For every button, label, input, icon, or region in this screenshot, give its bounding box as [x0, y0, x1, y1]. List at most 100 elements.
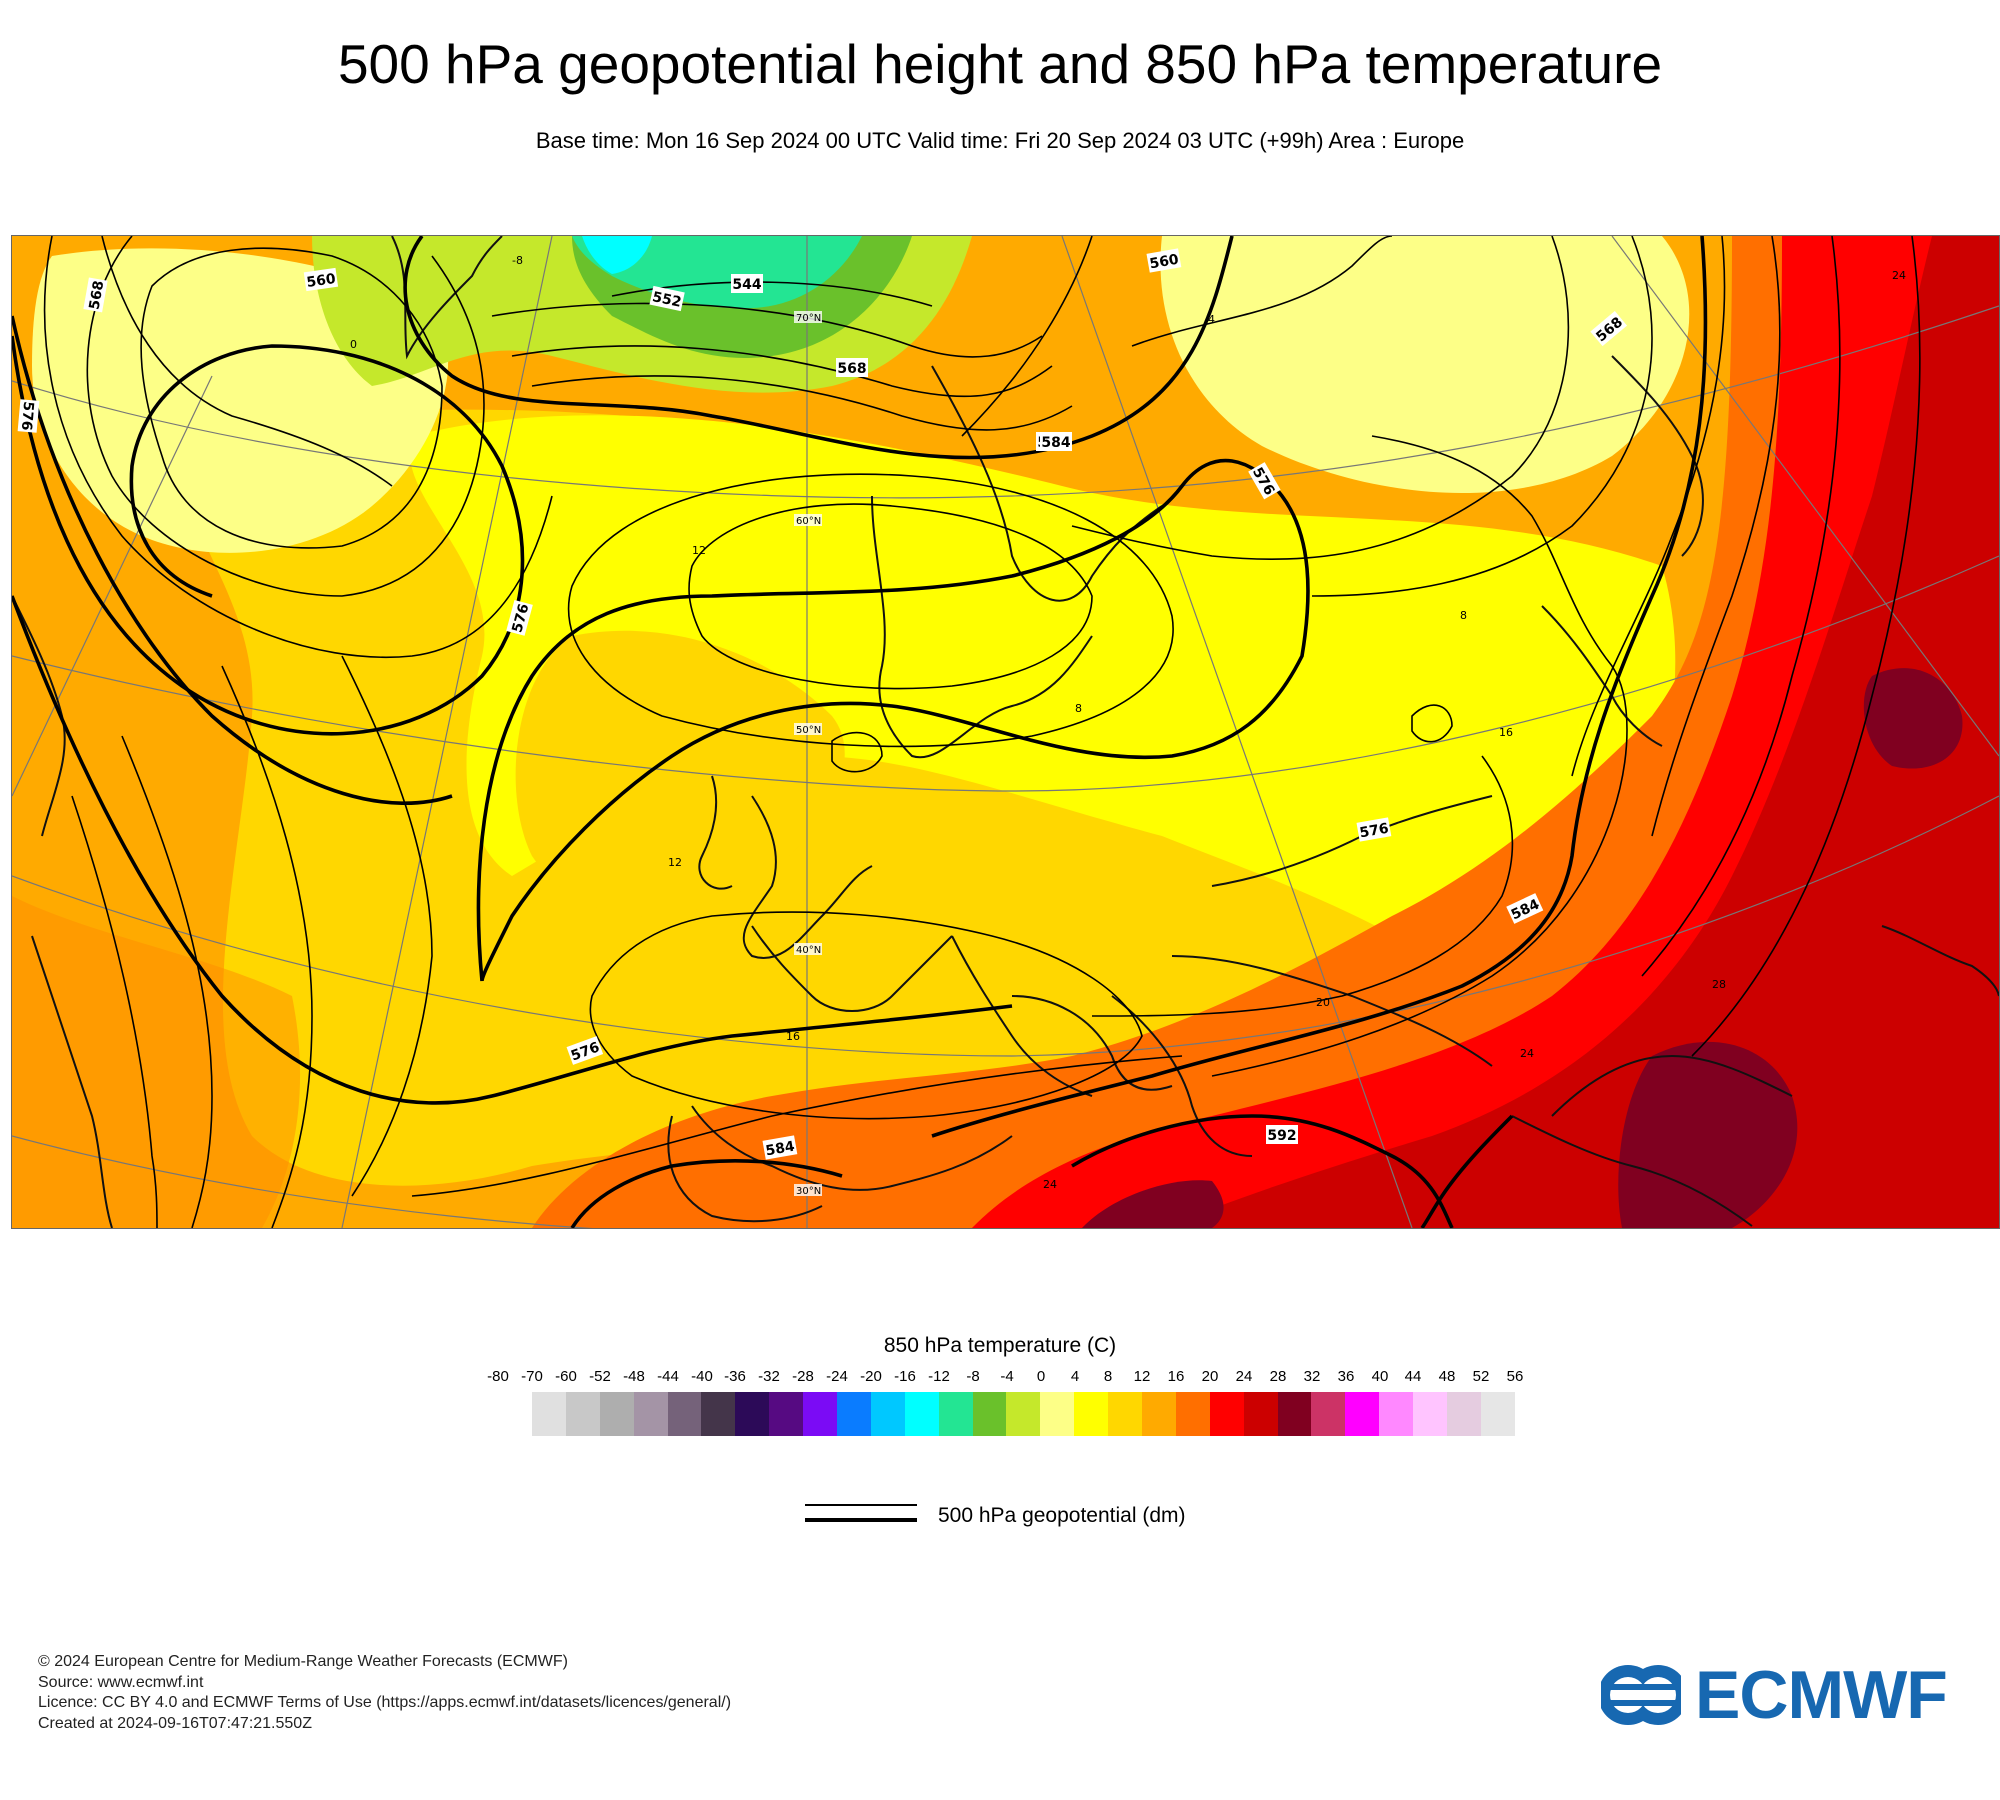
colorbar-swatch	[1243, 1392, 1278, 1436]
colorbar-tick: -80	[487, 1368, 509, 1385]
svg-text:0: 0	[350, 338, 357, 351]
colorbar-swatch	[938, 1392, 973, 1436]
svg-text:24: 24	[1043, 1178, 1057, 1191]
colorbar-swatch	[972, 1392, 1007, 1436]
temp-zone-yellow	[409, 415, 1676, 1016]
colorbar-tick: -70	[521, 1368, 543, 1385]
colorbar-tick: 56	[1506, 1368, 1524, 1385]
svg-text:568: 568	[87, 279, 108, 311]
temp-zone-darkred	[1162, 236, 1999, 1228]
colorbar-swatch	[1311, 1392, 1346, 1436]
svg-text:16: 16	[786, 1030, 800, 1043]
svg-text:576: 576	[1358, 821, 1390, 842]
colorbar-swatch	[1074, 1392, 1109, 1436]
colorbar-tick: 20	[1201, 1368, 1219, 1385]
colorbar-swatch	[1040, 1392, 1075, 1436]
colorbar-swatch	[904, 1392, 939, 1436]
svg-text:30°N: 30°N	[796, 1186, 821, 1197]
temp-zone-maroon-south	[1082, 1180, 1224, 1228]
geopotential-legend-label: 500 hPa geopotential (dm)	[938, 1504, 1186, 1527]
temp-zone-maroon-east	[1863, 668, 1963, 769]
colorbar-swatch	[1345, 1392, 1380, 1436]
colorbar-swatch	[735, 1392, 770, 1436]
svg-text:24: 24	[1892, 269, 1906, 282]
colorbar-swatch	[667, 1392, 702, 1436]
colorbar-tick: -52	[589, 1368, 611, 1385]
colorbar-tick: -32	[758, 1368, 780, 1385]
svg-text:560: 560	[1148, 252, 1180, 273]
colorbar-swatch	[633, 1392, 668, 1436]
colorbar-swatch	[1175, 1392, 1210, 1436]
svg-text:20: 20	[1316, 996, 1330, 1009]
footer-credits: © 2024 European Centre for Medium-Range …	[38, 1652, 731, 1734]
colorbar-tick: 52	[1472, 1368, 1490, 1385]
colorbar-tick: 8	[1103, 1368, 1113, 1385]
colorbar-tick: 4	[1070, 1368, 1080, 1385]
weather-map[interactable]: 560 544 552 560 568 568 568 568 576 576 …	[11, 235, 2000, 1229]
svg-text:584: 584	[764, 1139, 796, 1160]
colorbar-tick: 32	[1303, 1368, 1321, 1385]
colorbar-tick: 24	[1235, 1368, 1253, 1385]
svg-text:12: 12	[692, 544, 706, 557]
contour-labels: 560 544 552 560 568 568 568 568 576 576 …	[17, 248, 1628, 1160]
colorbar-tick: -24	[826, 1368, 848, 1385]
colorbar-swatch	[565, 1392, 600, 1436]
svg-text:12: 12	[668, 856, 682, 869]
created-text: Created at 2024-09-16T07:47:21.550Z	[38, 1714, 312, 1732]
svg-text:16: 16	[1499, 726, 1513, 739]
colorbar-tick: 28	[1269, 1368, 1287, 1385]
temp-zone-teal	[572, 236, 862, 309]
svg-text:24: 24	[1520, 1047, 1534, 1060]
svg-text:568: 568	[837, 361, 866, 377]
colorbar-swatch	[1447, 1392, 1481, 1436]
colorbar-tick: -20	[860, 1368, 882, 1385]
temperature-labels: 0 4 8 8 12 12 16 16 20 24 24 24 28 -8	[350, 254, 1906, 1191]
svg-text:8: 8	[1075, 702, 1082, 715]
source-text: Source: www.ecmwf.int	[38, 1673, 204, 1691]
graticule-labels: 70°N 60°N 50°N 40°N 30°N	[794, 311, 822, 1197]
colorbar-tick: 36	[1337, 1368, 1355, 1385]
colorbar-swatch	[1006, 1392, 1041, 1436]
colorbar-tick: 16	[1167, 1368, 1185, 1385]
colorbar-swatch	[701, 1392, 736, 1436]
colorbar-tick: 48	[1438, 1368, 1456, 1385]
colorbar-swatch	[870, 1392, 905, 1436]
chart-subtitle: Base time: Mon 16 Sep 2024 00 UTC Valid …	[535, 128, 1465, 153]
svg-text:584: 584	[1041, 435, 1070, 451]
colorbar-swatch	[1480, 1392, 1515, 1436]
colorbar-tick: 12	[1133, 1368, 1151, 1385]
temp-zone-gold-inner	[515, 630, 845, 917]
temp-zone-maroon-southeast	[1618, 1041, 1798, 1228]
ecmwf-logo[interactable]: ECMWF	[1595, 1657, 1967, 1733]
colorbar-tick: -28	[792, 1368, 814, 1385]
colorbar-swatch	[769, 1392, 804, 1436]
svg-text:4: 4	[1208, 313, 1215, 326]
temperature-colorbar	[532, 1392, 1515, 1436]
colorbar-tick: -40	[691, 1368, 713, 1385]
svg-text:552: 552	[651, 289, 683, 311]
colorbar-swatch	[1142, 1392, 1176, 1436]
temp-zone-cyan	[582, 236, 652, 274]
geopotential-line-sample	[805, 1500, 917, 1526]
colorbar-tick: 44	[1404, 1368, 1422, 1385]
svg-text:50°N: 50°N	[796, 725, 821, 736]
colorbar-swatch	[1277, 1392, 1312, 1436]
colorbar-swatch	[1379, 1392, 1414, 1436]
colorbar-tick: -8	[966, 1368, 980, 1385]
svg-text:-8: -8	[512, 254, 523, 267]
colorbar-swatch	[1413, 1392, 1448, 1436]
temperature-legend-title: 850 hPa temperature (C)	[883, 1334, 1117, 1357]
svg-text:60°N: 60°N	[796, 516, 821, 527]
svg-text:8: 8	[1460, 609, 1467, 622]
colorbar-tick: 0	[1036, 1368, 1046, 1385]
colorbar-tick: -44	[657, 1368, 679, 1385]
licence-text: Licence: CC BY 4.0 and ECMWF Terms of Us…	[38, 1694, 732, 1711]
svg-text:28: 28	[1712, 978, 1726, 991]
colorbar-swatch	[803, 1392, 838, 1436]
svg-text:544: 544	[732, 277, 761, 293]
colorbar-tick: 40	[1371, 1368, 1389, 1385]
temp-zone-orange-sw	[12, 896, 301, 1228]
svg-text:576: 576	[509, 602, 532, 634]
svg-text:576: 576	[18, 401, 36, 432]
svg-text:592: 592	[1267, 1128, 1296, 1144]
